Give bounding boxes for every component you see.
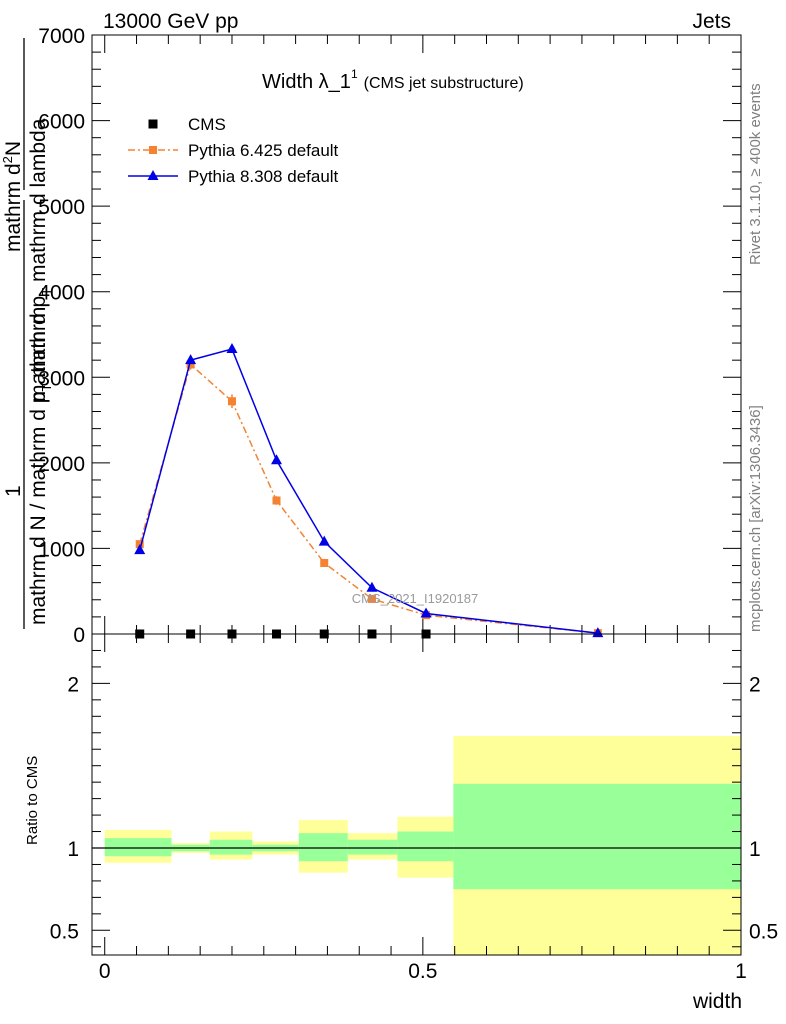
data-point-p6 — [320, 558, 329, 567]
x-tick-label: 0 — [99, 960, 111, 983]
mcplots-label: mcplots.cern.ch [arXiv:1306.3436] — [747, 405, 764, 632]
header-left: 13000 GeV pp — [103, 10, 238, 33]
ylabel-deriv-den: mathrm d pT mathrm d lambda — [27, 118, 54, 402]
main-panel: CMS_2021_I1920187 Width λ_11(CMS jet sub… — [0, 25, 742, 647]
ratio-band-inner — [104, 838, 172, 857]
data-point-p8 — [420, 607, 432, 618]
data-point-p8 — [592, 627, 604, 638]
legend-label: Pythia 6.425 default — [188, 141, 339, 160]
ratio-y-tick-label-left: 1 — [67, 838, 79, 861]
chart-title: Width λ_11(CMS jet substructure) — [262, 67, 524, 93]
ratio-frame — [91, 633, 742, 956]
ratio-ticks — [92, 634, 742, 955]
y-tick-label: 4000 — [38, 282, 85, 305]
legend-item-p8: Pythia 8.308 default — [128, 167, 339, 186]
y-tick-label: 6000 — [38, 111, 85, 134]
data-point-p8 — [134, 544, 146, 555]
main-y-axis-label: 1 mathrm d N / mathrm d pT mathrm mathrm… — [0, 38, 54, 629]
ylabel-deriv-num: mathrm d2N — [0, 141, 25, 252]
ratio-band-inner — [397, 831, 454, 862]
x-tick-label: 1 — [735, 960, 747, 983]
series-p8 — [134, 343, 604, 638]
ratio-tick-labels: 0.5 0.51 12 20 0.5 1 — [50, 673, 778, 983]
y-tick-label: 7000 — [38, 25, 85, 48]
data-point-p8 — [318, 535, 330, 546]
ratio-band-inner — [209, 839, 253, 855]
y-tick-label: 3000 — [38, 367, 85, 390]
ratio-band-inner — [347, 839, 398, 855]
y-tick-label: 0 — [73, 624, 85, 647]
watermark: CMS_2021_I1920187 — [352, 591, 479, 606]
legend-item-p6: Pythia 6.425 default — [128, 141, 339, 160]
ratio-y-tick-label-right: 2 — [749, 673, 761, 696]
main-series — [134, 343, 604, 639]
ylabel-frac-num: 1 — [2, 485, 25, 497]
data-point-p6 — [227, 397, 236, 406]
ratio-bands — [104, 736, 741, 955]
ratio-y-tick-label-right: 1 — [749, 838, 761, 861]
ratio-y-axis-label: Ratio to CMS — [24, 756, 41, 845]
x-tick-label: 0.5 — [408, 960, 437, 983]
ratio-y-tick-label-left: 2 — [67, 673, 79, 696]
data-point-p6 — [272, 496, 281, 505]
data-point-p8 — [271, 454, 283, 465]
data-point-p8 — [366, 581, 378, 592]
legend-item-cms: CMS — [148, 115, 226, 134]
ratio-panel: 0.5 0.51 12 20 0.5 1 Ratio to CMS width — [24, 633, 778, 1013]
series-line-p8 — [138, 348, 598, 634]
y-tick-label: 2000 — [38, 453, 85, 476]
ratio-y-tick-label-right: 0.5 — [749, 920, 778, 943]
y-tick-label: 5000 — [38, 196, 85, 219]
ratio-band-inner — [453, 783, 741, 890]
ratio-y-tick-label-left: 0.5 — [50, 920, 79, 943]
series-line-p6 — [138, 363, 598, 634]
legend-marker — [147, 170, 159, 180]
data-point-p8 — [185, 354, 197, 365]
legend-label: CMS — [188, 115, 226, 134]
main-y-tick-labels: 0 1000 2000 3000 4000 5000 6000 7000 — [38, 25, 85, 647]
data-point-p8 — [226, 343, 238, 354]
ylabel-frac-den: mathrm d N / mathrm d pT mathrm — [27, 307, 54, 625]
x-axis-label: width — [692, 990, 742, 1013]
legend: CMS Pythia 6.425 default Pythia 8.308 defa… — [128, 115, 339, 186]
legend-label: Pythia 8.308 default — [188, 167, 339, 186]
rivet-label: Rivet 3.1.10, ≥ 400k events — [747, 83, 764, 265]
data-point-p6 — [367, 594, 376, 603]
data-point-p6 — [186, 360, 195, 369]
legend-marker — [149, 146, 157, 154]
main-ticks — [92, 34, 742, 635]
y-tick-label: 1000 — [38, 538, 85, 561]
header-right: Jets — [692, 10, 731, 33]
legend-marker — [148, 119, 158, 129]
ratio-band-inner — [298, 833, 348, 862]
